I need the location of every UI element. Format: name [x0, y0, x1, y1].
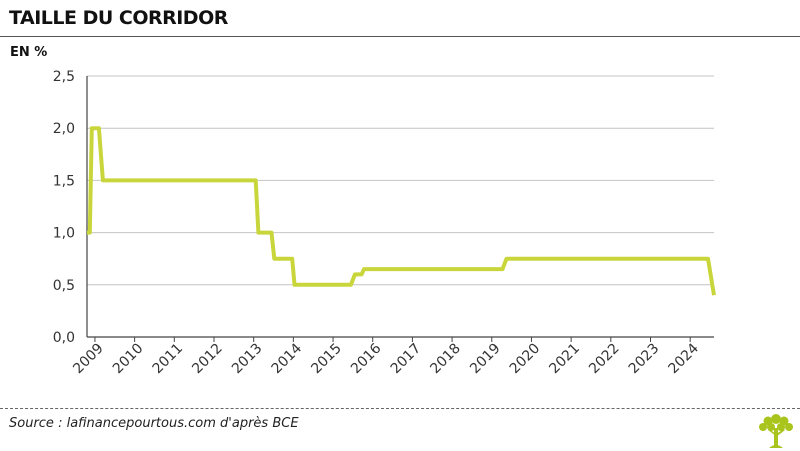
series-line [87, 126, 716, 296]
chart-title: TAILLE DU CORRIDOR [9, 7, 228, 29]
y-tick-label: 2,0 [53, 121, 75, 137]
footer-divider [0, 408, 800, 409]
x-axis-ticks: 2009 2010 2011 2012 2013 2014 2015 2016 2017 2018… [70, 337, 702, 377]
x-tick-label: 2020 [507, 341, 544, 378]
y-tick-label: 1,0 [53, 226, 75, 242]
x-tick-label: 2015 [308, 341, 345, 378]
x-tick-label: 2024 [666, 340, 703, 377]
x-tick-label: 2017 [388, 341, 425, 378]
x-tick-label: 2023 [626, 341, 663, 378]
x-tick-label: 2016 [348, 340, 385, 377]
y-tick-label: 2,5 [53, 69, 75, 85]
source-note: Source : lafinancepourtous.com d'après B… [9, 416, 299, 431]
y-axis-ticks: 0,0 0,5 1,0 1,5 2,0 2,5 [53, 69, 75, 346]
x-tick-label: 2010 [110, 341, 147, 378]
y-tick-label: 0,5 [53, 278, 75, 294]
y-tick-label: 1,5 [53, 173, 75, 189]
x-tick-label: 2012 [189, 341, 226, 378]
tree-logo-icon [759, 414, 793, 448]
gridlines [86, 75, 714, 338]
x-tick-label: 2021 [546, 341, 583, 378]
x-tick-label: 2014 [269, 340, 306, 377]
x-tick-label: 2022 [586, 341, 623, 378]
y-tick-label: 0,0 [53, 330, 75, 346]
y-axis-unit-label: EN % [10, 45, 48, 60]
line-chart: 0,00,51,01,52,02,5 2009 2010 2011 2012 2013 2… [53, 69, 716, 377]
series-layer [87, 126, 716, 296]
x-tick-label: 2018 [427, 341, 464, 378]
x-tick-label: 2009 [70, 341, 107, 378]
x-tick-label: 2011 [150, 341, 187, 378]
x-tick-label: 2019 [467, 341, 504, 378]
x-tick-label: 2013 [229, 341, 266, 378]
title-divider [0, 36, 800, 37]
